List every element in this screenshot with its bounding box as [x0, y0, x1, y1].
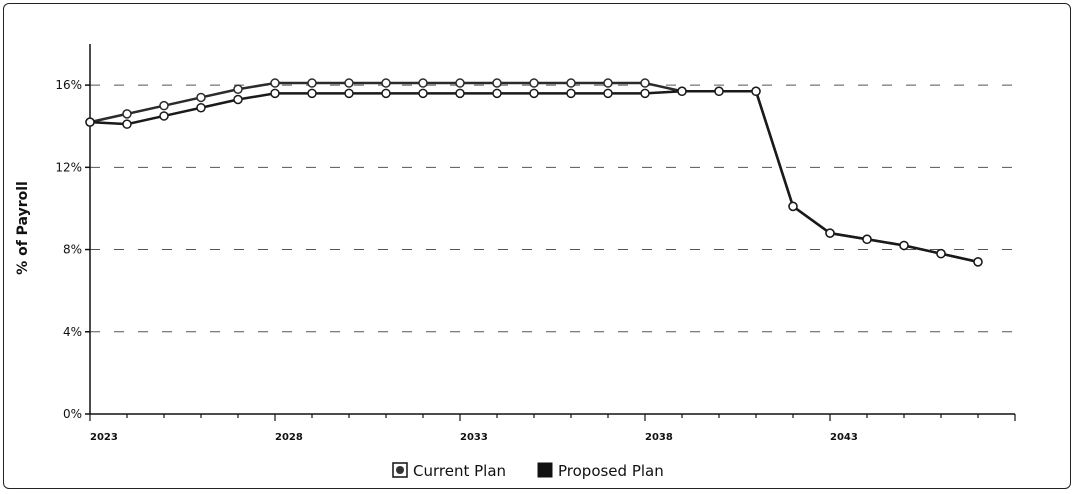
- data-point-current-plan: [307, 78, 317, 88]
- data-point-proposed-plan: [936, 248, 946, 259]
- data-point-proposed-plan: [788, 201, 798, 212]
- data-point-proposed-plan: [418, 88, 428, 99]
- data-point-proposed-plan: [381, 88, 391, 99]
- data-point-proposed-plan: [270, 88, 280, 99]
- data-point-proposed-plan: [677, 86, 687, 97]
- data-point-current-plan: [492, 78, 502, 88]
- data-point-proposed-plan: [566, 88, 576, 99]
- y-tick-label: 8%: [63, 243, 82, 257]
- data-point-current-plan: [640, 78, 650, 88]
- data-point-proposed-plan: [233, 94, 243, 105]
- legend-label-current-plan: Current Plan: [413, 462, 506, 480]
- data-point-proposed-plan: [307, 88, 317, 99]
- data-point-proposed-plan: [825, 228, 835, 238]
- data-point-proposed-plan: [714, 86, 724, 97]
- x-tick-label: 2023: [90, 432, 118, 443]
- data-point-current-plan: [233, 84, 243, 94]
- y-tick-label: 16%: [55, 78, 82, 92]
- x-tick-label: 2043: [830, 432, 858, 443]
- data-point-current-plan: [159, 100, 169, 111]
- legend-item-current-plan: Current Plan: [392, 462, 506, 480]
- data-point-current-plan: [270, 78, 280, 88]
- data-point-current-plan: [455, 78, 465, 88]
- data-point-proposed-plan: [85, 117, 95, 127]
- data-point-proposed-plan: [603, 88, 613, 99]
- legend-item-proposed-plan: Proposed Plan: [537, 462, 664, 480]
- data-point-proposed-plan: [899, 240, 909, 251]
- data-point-proposed-plan: [751, 86, 761, 97]
- y-tick-label: 12%: [55, 160, 82, 174]
- y-tick-label: 0%: [63, 407, 82, 421]
- y-tick-label: 4%: [63, 325, 82, 339]
- y-axis-title: % of Payroll: [15, 181, 31, 275]
- gridlines: [90, 84, 1015, 333]
- legend-swatch-proposed-plan: [537, 462, 553, 478]
- legend-swatch-marker-current-plan: [396, 466, 404, 474]
- data-point-proposed-plan: [973, 257, 983, 267]
- data-point-proposed-plan: [159, 111, 169, 121]
- axes: [89, 44, 1015, 415]
- data-point-current-plan: [344, 78, 354, 88]
- data-point-proposed-plan: [640, 88, 650, 99]
- data-point-current-plan: [196, 92, 206, 103]
- x-tick-label: 2028: [275, 432, 303, 443]
- data-point-current-plan: [529, 78, 539, 88]
- data-point-current-plan: [566, 78, 576, 88]
- data-point-proposed-plan: [455, 88, 465, 99]
- data-point-proposed-plan: [492, 88, 502, 99]
- data-point-proposed-plan: [344, 88, 354, 99]
- data-point-proposed-plan: [529, 88, 539, 99]
- x-ticks: 2023 2028 2033 2038 2043: [89, 414, 1016, 443]
- data-point-current-plan: [603, 78, 613, 88]
- x-tick-label: 2033: [460, 432, 488, 443]
- x-tick-label: 2038: [645, 432, 673, 443]
- legend: Current Plan Proposed Plan: [392, 462, 664, 480]
- data-point-current-plan: [122, 109, 132, 119]
- data-point-proposed-plan: [196, 102, 206, 113]
- data-point-proposed-plan: [122, 119, 132, 129]
- data-point-current-plan: [381, 78, 391, 88]
- series-line-proposed-plan: [89, 90, 979, 264]
- data-point-current-plan: [418, 78, 428, 88]
- series: [85, 78, 983, 267]
- legend-label-proposed-plan: Proposed Plan: [558, 462, 664, 480]
- y-ticks: 0% 4% 8% 12% 16%: [55, 78, 90, 421]
- data-point-proposed-plan: [862, 234, 872, 245]
